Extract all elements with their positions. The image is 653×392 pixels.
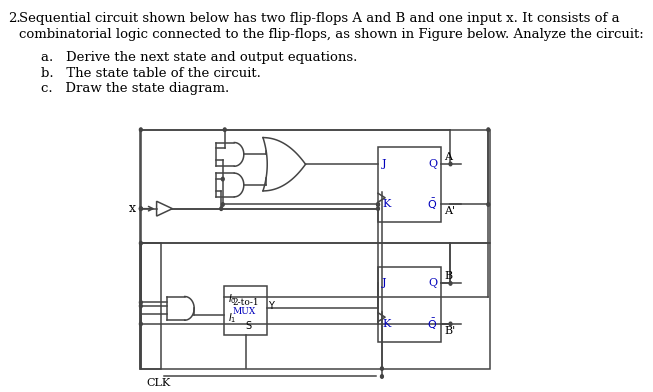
Circle shape [487, 203, 490, 206]
Text: MUX: MUX [232, 307, 255, 316]
Text: c.   Draw the state diagram.: c. Draw the state diagram. [40, 82, 229, 95]
Text: Sequential circuit shown below has two flip-flops A and B and one input x. It co: Sequential circuit shown below has two f… [19, 12, 619, 25]
Bar [378, 147, 441, 223]
Text: $I_1$: $I_1$ [227, 311, 236, 325]
Circle shape [220, 207, 223, 211]
Text: J: J [382, 278, 387, 289]
Bar [225, 286, 267, 335]
Circle shape [377, 207, 379, 211]
Circle shape [140, 322, 142, 326]
Circle shape [140, 207, 142, 211]
Circle shape [449, 281, 452, 285]
Circle shape [381, 375, 383, 378]
Text: K: K [382, 319, 390, 329]
Text: $\bar{\rm Q}$: $\bar{\rm Q}$ [427, 316, 437, 332]
Text: x: x [129, 202, 136, 215]
Circle shape [221, 203, 224, 206]
Circle shape [140, 304, 142, 308]
Text: K: K [382, 200, 390, 209]
Circle shape [381, 367, 383, 370]
Circle shape [221, 177, 224, 181]
Text: Q: Q [428, 159, 437, 169]
Text: B: B [444, 271, 453, 281]
Text: J: J [382, 159, 387, 169]
Bar [140, 243, 161, 368]
Circle shape [449, 162, 452, 166]
Circle shape [377, 203, 379, 206]
Text: 2-to-1: 2-to-1 [232, 298, 259, 307]
Text: CLK: CLK [146, 378, 170, 388]
Text: A': A' [444, 207, 455, 216]
Circle shape [487, 128, 490, 131]
Circle shape [140, 301, 142, 304]
Text: combinatorial logic connected to the flip-flops, as shown in Figure below. Analy: combinatorial logic connected to the fli… [19, 28, 643, 41]
Circle shape [223, 128, 226, 131]
Text: S: S [246, 321, 252, 331]
Text: $I_0$: $I_0$ [227, 292, 236, 307]
Circle shape [140, 128, 142, 131]
Text: A: A [444, 152, 452, 162]
Text: b.   The state table of the circuit.: b. The state table of the circuit. [40, 67, 261, 80]
Text: Q: Q [428, 278, 437, 289]
Text: Y: Y [268, 301, 274, 311]
Circle shape [449, 322, 452, 326]
Circle shape [140, 241, 142, 245]
Bar [378, 267, 441, 342]
Circle shape [377, 203, 379, 206]
Text: B': B' [444, 326, 455, 336]
Text: 2.: 2. [8, 12, 20, 25]
Text: a.   Derive the next state and output equations.: a. Derive the next state and output equa… [40, 51, 357, 64]
Circle shape [140, 207, 142, 211]
Bar [140, 243, 490, 368]
Bar [140, 130, 490, 243]
Text: $\bar{\rm Q}$: $\bar{\rm Q}$ [427, 197, 437, 212]
